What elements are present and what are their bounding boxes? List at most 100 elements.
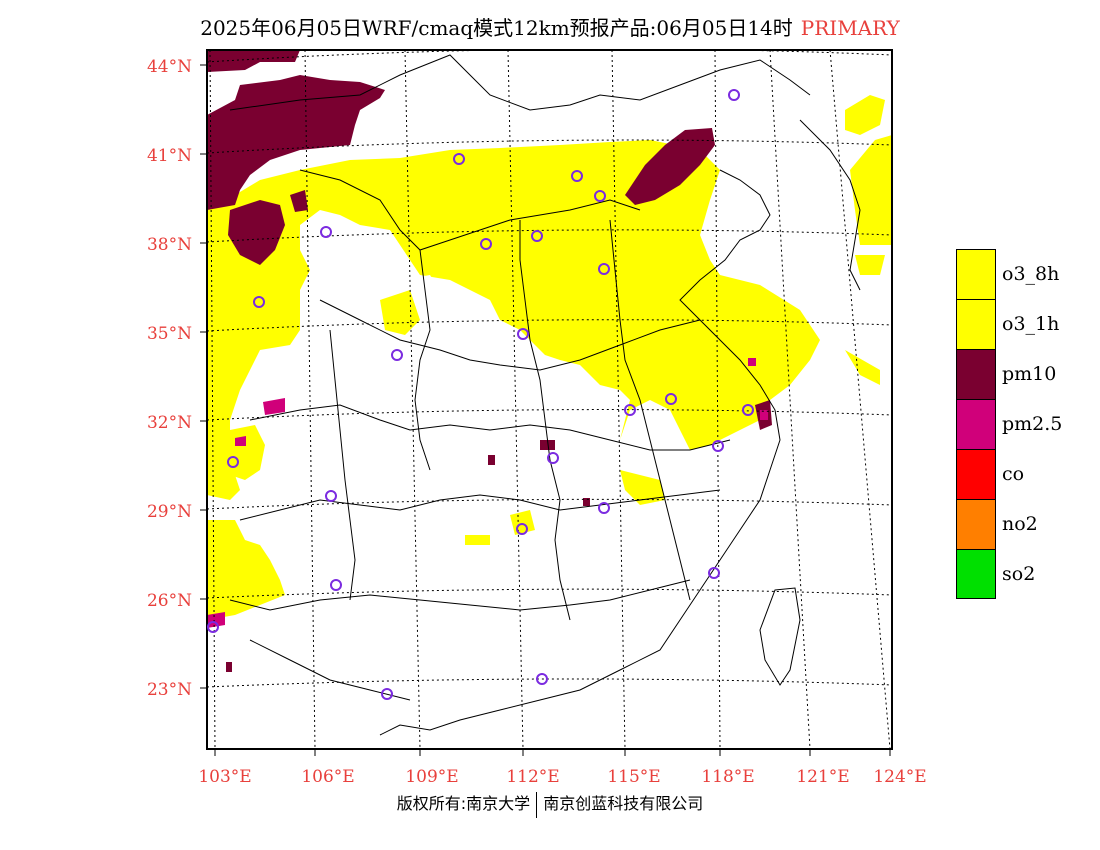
- lat-labels: 44°N 41°N 38°N 35°N 32°N 29°N 26°N 23°N: [147, 57, 192, 700]
- o3-sw-patch: [207, 520, 285, 620]
- o3-small-2: [465, 535, 490, 545]
- province-6: [239, 489, 721, 521]
- province-9: [609, 219, 691, 601]
- legend-label: o3_1h: [1002, 313, 1060, 335]
- lon-label: 103°E: [198, 767, 251, 787]
- o3-bohai-coast: [850, 135, 892, 245]
- station-marker: [253, 296, 265, 308]
- station-marker: [547, 452, 559, 464]
- province-4: [519, 220, 571, 621]
- lon-label: 118°E: [701, 767, 754, 787]
- lat-label: 44°N: [147, 57, 192, 77]
- province-10: [249, 639, 411, 701]
- o3-east-coast: [845, 95, 885, 135]
- legend-swatch: [956, 549, 996, 599]
- pm25-patch-5: [748, 358, 756, 366]
- station-marker: [594, 190, 606, 202]
- o3-yellow-sea: [845, 350, 880, 385]
- station-marker: [742, 404, 754, 416]
- legend-label: co: [1002, 463, 1025, 485]
- o3-small-1: [510, 510, 535, 535]
- legend-label: pm10: [1002, 363, 1057, 385]
- lat-label: 41°N: [147, 146, 192, 166]
- coastline: [379, 169, 781, 736]
- station-marker: [320, 226, 332, 238]
- korea-coast: [799, 119, 861, 291]
- lon-label: 115°E: [607, 767, 660, 787]
- lon-label: 106°E: [301, 767, 354, 787]
- mongolia-border: [229, 54, 811, 111]
- station-marker: [453, 153, 465, 165]
- footer-divider: [536, 791, 538, 818]
- lat-label: 35°N: [147, 324, 192, 344]
- legend-item-co: co: [956, 449, 1086, 499]
- station-marker: [665, 393, 677, 405]
- station-marker: [516, 523, 528, 535]
- copyright-left: 版权所有:南京大学: [396, 794, 531, 813]
- station-marker: [207, 621, 219, 633]
- lon-label: 121°E: [796, 767, 849, 787]
- pm10-spot-4: [226, 662, 232, 672]
- lon-label: 124°E: [873, 767, 926, 787]
- pm10-west-patch: [228, 200, 285, 265]
- lat-label: 23°N: [147, 680, 192, 700]
- station-marker: [571, 170, 583, 182]
- province-3: [414, 249, 431, 471]
- legend-item-o3-1h: o3_1h: [956, 299, 1086, 349]
- legend-swatch: [956, 499, 996, 549]
- legend-label: pm2.5: [1002, 413, 1063, 435]
- pm25-patch-3: [207, 612, 225, 628]
- legend-label: no2: [1002, 513, 1038, 535]
- station-marker: [517, 328, 529, 340]
- pm25-patch-1: [263, 398, 285, 415]
- legend-item-pm25: pm2.5: [956, 399, 1086, 449]
- lon-labels: 103°E 106°E 109°E 112°E 115°E 118°E 121°…: [198, 767, 926, 787]
- station-marker: [381, 688, 393, 700]
- title-tag: PRIMARY: [800, 16, 900, 40]
- map-title: 2025年06月05日WRF/cmaq模式12km预报产品:06月05日14时 P…: [0, 12, 1100, 41]
- station-markers: [207, 89, 754, 700]
- pm10-north-edge: [207, 50, 300, 72]
- province-8: [329, 329, 356, 601]
- legend-swatch: [956, 249, 996, 299]
- pm25-patch-2: [235, 436, 246, 446]
- station-marker: [330, 579, 342, 591]
- taiwan: [759, 587, 801, 686]
- pm25-patch-4: [760, 410, 768, 420]
- graticule: [207, 50, 892, 749]
- lat-label: 38°N: [147, 235, 192, 255]
- station-marker: [728, 89, 740, 101]
- station-marker: [531, 230, 543, 242]
- pm10-spot-2: [488, 455, 495, 465]
- lat-label: 32°N: [147, 413, 192, 433]
- province-1: [299, 169, 641, 251]
- o3-mid-patch-1: [230, 425, 265, 480]
- station-marker: [598, 502, 610, 514]
- o3-south-patch: [620, 470, 665, 505]
- station-marker: [624, 404, 636, 416]
- station-marker: [325, 490, 337, 502]
- pm10-spot-1: [540, 440, 555, 450]
- legend-label: o3_8h: [1002, 263, 1060, 285]
- o3-small-3: [855, 255, 885, 275]
- station-marker: [708, 567, 720, 579]
- lat-ticks: [200, 64, 207, 689]
- lon-label: 112°E: [506, 767, 559, 787]
- province-7: [229, 579, 691, 611]
- title-text: 2025年06月05日WRF/cmaq模式12km预报产品:06月05日14时: [200, 16, 793, 40]
- legend-label: so2: [1002, 563, 1036, 585]
- boundaries: [229, 54, 861, 736]
- station-marker: [391, 349, 403, 361]
- lat-label: 26°N: [147, 591, 192, 611]
- pm10-spot-3: [583, 498, 590, 506]
- legend: o3_8h o3_1h pm10 pm2.5 co no2 so2: [956, 249, 1086, 599]
- station-marker: [227, 456, 239, 468]
- legend-item-no2: no2: [956, 499, 1086, 549]
- lon-label: 109°E: [405, 767, 458, 787]
- legend-item-o3-8h: o3_8h: [956, 249, 1086, 299]
- province-5: [249, 404, 731, 451]
- legend-swatch: [956, 349, 996, 399]
- pm10-beijing: [625, 128, 715, 205]
- legend-item-pm10: pm10: [956, 349, 1086, 399]
- province-2: [319, 299, 701, 371]
